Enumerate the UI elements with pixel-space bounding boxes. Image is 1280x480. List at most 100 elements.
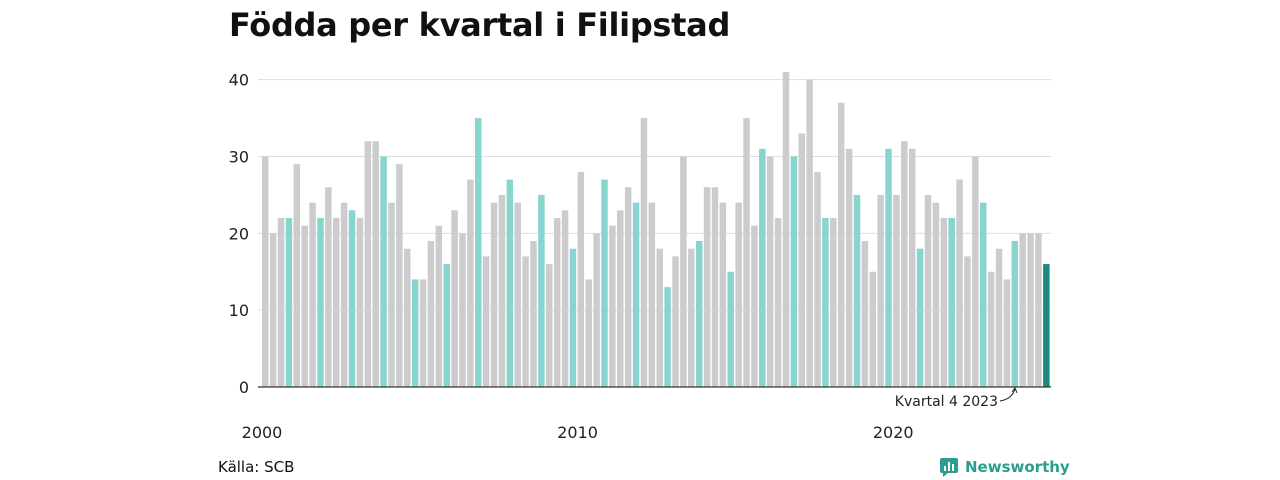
bar bbox=[348, 210, 356, 387]
bar bbox=[759, 148, 766, 387]
x-tick-label: 2020 bbox=[873, 423, 914, 442]
bar bbox=[869, 271, 876, 387]
bar bbox=[490, 202, 498, 387]
y-tick-label: 40 bbox=[229, 71, 249, 90]
bar bbox=[956, 179, 963, 387]
bar bbox=[522, 256, 529, 387]
bar bbox=[482, 256, 490, 387]
bar bbox=[396, 164, 403, 387]
bar bbox=[877, 194, 884, 387]
bar bbox=[577, 171, 585, 387]
bar bbox=[766, 156, 774, 387]
bar bbox=[814, 171, 821, 387]
bar bbox=[435, 225, 443, 387]
bar bbox=[1011, 241, 1019, 387]
bar bbox=[419, 279, 427, 387]
bar bbox=[624, 187, 632, 387]
bar bbox=[901, 141, 908, 387]
bar bbox=[853, 194, 861, 387]
source-note: Källa: SCB bbox=[218, 458, 295, 476]
bar bbox=[1003, 279, 1011, 387]
bar bbox=[340, 202, 348, 387]
x-tick-label: 2010 bbox=[557, 423, 598, 442]
bar bbox=[325, 187, 332, 387]
bar bbox=[553, 217, 561, 387]
bar bbox=[451, 210, 458, 387]
bar bbox=[822, 217, 829, 387]
bar bbox=[648, 202, 656, 387]
bar bbox=[1019, 233, 1026, 387]
bar bbox=[617, 210, 624, 387]
bar bbox=[940, 217, 948, 387]
bar bbox=[459, 233, 466, 387]
bar bbox=[388, 202, 395, 387]
bar bbox=[837, 102, 845, 387]
bar bbox=[695, 241, 703, 387]
bar bbox=[995, 248, 1003, 387]
bar bbox=[845, 148, 853, 387]
bar bbox=[979, 202, 987, 387]
bar bbox=[309, 202, 316, 387]
bar bbox=[364, 141, 372, 387]
bar bbox=[782, 72, 790, 387]
bar bbox=[932, 202, 940, 387]
bar bbox=[964, 256, 971, 387]
bar bbox=[972, 156, 979, 387]
axes: 2000 2010 2020 bbox=[242, 386, 1051, 442]
chart-title: Födda per kvartal i Filipstad bbox=[229, 6, 731, 44]
bar bbox=[987, 271, 995, 387]
bar bbox=[893, 194, 900, 387]
annotation-arrow bbox=[999, 388, 1016, 402]
annotation: Kvartal 4 2023 bbox=[895, 386, 1018, 410]
bar bbox=[372, 141, 379, 387]
bar bbox=[680, 156, 687, 387]
bar bbox=[632, 202, 640, 387]
bar bbox=[656, 248, 663, 387]
annotation-arrowhead bbox=[1011, 386, 1018, 394]
bar bbox=[293, 164, 301, 387]
bar bbox=[585, 279, 592, 387]
y-tick-label: 20 bbox=[229, 224, 249, 243]
bar bbox=[924, 194, 932, 387]
bar bbox=[751, 225, 758, 387]
bar bbox=[569, 248, 577, 387]
bar bbox=[719, 202, 727, 387]
bar bbox=[498, 194, 506, 387]
bar bbox=[546, 264, 553, 387]
brand-name: Newsworthy bbox=[965, 458, 1070, 476]
bar bbox=[790, 156, 798, 387]
bar bbox=[269, 233, 277, 387]
bar bbox=[427, 241, 435, 387]
bar bbox=[404, 248, 411, 387]
bar bbox=[948, 217, 955, 387]
bar bbox=[277, 217, 285, 387]
bar bbox=[640, 118, 648, 387]
bar bbox=[727, 271, 734, 387]
bar bbox=[467, 179, 474, 387]
bar bbox=[443, 264, 450, 387]
bar bbox=[672, 256, 679, 387]
bar bbox=[285, 217, 293, 387]
bar bbox=[703, 187, 711, 387]
bar bbox=[593, 233, 600, 387]
newsworthy-icon bbox=[940, 458, 958, 477]
bar bbox=[806, 79, 813, 388]
bar bbox=[411, 279, 419, 387]
bar bbox=[475, 118, 482, 387]
bar bbox=[861, 241, 869, 387]
bar bbox=[688, 248, 695, 387]
bar bbox=[735, 202, 742, 387]
bar bbox=[664, 287, 671, 387]
bar bbox=[514, 202, 521, 387]
bar bbox=[380, 156, 387, 387]
bar bbox=[301, 225, 308, 387]
bar bbox=[333, 217, 340, 387]
bar bbox=[262, 156, 269, 387]
bars bbox=[262, 72, 1050, 388]
bar bbox=[774, 217, 782, 387]
bar bbox=[916, 248, 924, 387]
annotation-label: Kvartal 4 2023 bbox=[895, 394, 998, 410]
y-tick-label: 30 bbox=[229, 148, 249, 167]
brand-logo: Newsworthy bbox=[939, 457, 1070, 477]
